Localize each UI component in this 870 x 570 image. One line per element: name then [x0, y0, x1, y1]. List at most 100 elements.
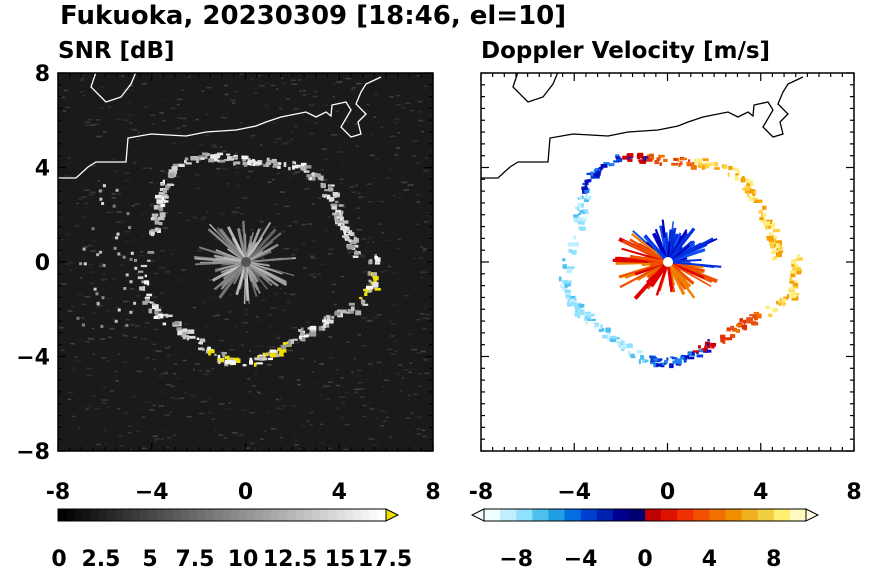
snr-y-tick-label: 0: [35, 251, 50, 276]
snr-x-tick-label: -8: [46, 480, 70, 505]
doppler-echo: [706, 161, 711, 165]
doppler-center-ray: [667, 232, 689, 263]
snr-noise-speck: [154, 383, 159, 385]
snr-noise-speck: [134, 203, 141, 205]
snr-echo: [226, 358, 231, 360]
snr-clutter: [128, 226, 132, 230]
snr-noise-speck: [116, 407, 121, 410]
snr-noise-speck: [126, 101, 131, 103]
snr-noise-speck: [279, 287, 282, 290]
snr-x-tick-label: 4: [332, 480, 347, 505]
doppler-echo: [571, 302, 577, 307]
snr-noise-speck: [202, 256, 207, 258]
snr-echo: [342, 226, 350, 231]
snr-noise-speck: [339, 178, 344, 180]
snr-echo: [347, 308, 354, 314]
snr-noise-speck: [319, 442, 326, 444]
doppler-echo: [663, 158, 668, 162]
snr-noise-speck: [64, 263, 70, 265]
snr-noise-speck: [339, 396, 345, 398]
snr-noise-speck: [103, 429, 107, 432]
snr-noise-speck: [292, 436, 296, 438]
snr-noise-speck: [145, 357, 150, 359]
snr-echo: [145, 298, 150, 302]
snr-noise-speck: [373, 349, 379, 352]
snr-noise-speck: [384, 270, 388, 272]
doppler-echo: [603, 162, 610, 165]
snr-colorbar-swatch: [189, 509, 198, 521]
snr-noise-speck: [394, 122, 398, 124]
snr-noise-speck: [216, 234, 219, 236]
doppler-echo: [768, 225, 771, 229]
snr-noise-speck: [332, 283, 337, 286]
snr-noise-speck: [109, 328, 115, 330]
snr-echo: [354, 250, 358, 255]
snr-noise-speck: [296, 379, 301, 381]
doppler-echo: [704, 345, 707, 349]
doppler-x-tick-labels: -8 −4 0 4 8: [469, 480, 862, 505]
snr-echo: [269, 349, 277, 353]
snr-echo: [331, 206, 337, 210]
snr-noise-speck: [279, 107, 283, 110]
doppler-echo: [778, 302, 782, 306]
snr-noise-speck: [398, 364, 402, 366]
snr-noise-speck: [428, 114, 433, 116]
doppler-echo: [562, 286, 568, 291]
snr-noise-speck: [123, 361, 128, 363]
snr-noise-speck: [422, 249, 426, 252]
doppler-echo: [631, 354, 635, 359]
snr-echo: [373, 276, 379, 281]
snr-noise-speck: [391, 130, 397, 132]
doppler-echo: [658, 154, 665, 158]
snr-noise-speck: [88, 118, 94, 121]
snr-echo: [368, 279, 372, 283]
snr-noise-speck: [262, 159, 268, 162]
doppler-echo: [607, 336, 613, 341]
snr-colorbar-swatch: [66, 509, 75, 521]
snr-noise-speck: [153, 349, 159, 352]
snr-noise-speck: [305, 321, 311, 323]
snr-echo: [300, 162, 307, 167]
doppler-echo: [796, 257, 803, 261]
snr-noise-speck: [239, 229, 244, 231]
snr-noise-speck: [278, 230, 282, 233]
snr-noise-speck: [354, 184, 359, 187]
snr-noise-speck: [114, 118, 121, 120]
snr-noise-speck: [389, 320, 393, 323]
doppler-echo: [616, 158, 623, 162]
snr-echo: [323, 323, 326, 328]
snr-noise-speck: [328, 336, 333, 338]
snr-echo: [188, 335, 196, 339]
snr-noise-speck: [394, 154, 399, 156]
doppler-echo: [641, 358, 647, 364]
snr-noise-speck: [302, 90, 306, 92]
snr-noise-speck: [235, 167, 241, 169]
snr-noise-speck: [313, 122, 317, 124]
snr-noise-speck: [255, 158, 258, 161]
snr-colorbar-label: 2.5: [82, 547, 121, 570]
snr-colorbar-swatch: [82, 509, 92, 521]
snr-clutter: [82, 247, 86, 251]
snr-noise-speck: [293, 108, 299, 110]
doppler-echo: [688, 352, 694, 357]
snr-noise-speck: [116, 221, 122, 223]
snr-echo: [311, 172, 318, 177]
snr-noise-speck: [123, 89, 127, 91]
snr-noise-speck: [123, 119, 129, 121]
snr-noise-speck: [80, 339, 83, 341]
snr-noise-speck: [402, 207, 408, 210]
snr-noise-speck: [198, 144, 204, 146]
snr-noise-speck: [313, 90, 317, 93]
snr-noise-speck: [323, 229, 329, 232]
snr-noise-speck: [110, 390, 114, 392]
snr-echo: [374, 254, 377, 257]
snr-noise-speck: [367, 319, 373, 322]
snr-noise-speck: [362, 415, 367, 418]
snr-noise-speck: [240, 213, 244, 215]
snr-noise-speck: [96, 443, 101, 446]
snr-noise-speck: [333, 83, 336, 85]
doppler-echo: [739, 318, 743, 323]
snr-panel: [57, 72, 434, 452]
doppler-echo: [672, 360, 679, 364]
snr-noise-speck: [154, 182, 159, 184]
